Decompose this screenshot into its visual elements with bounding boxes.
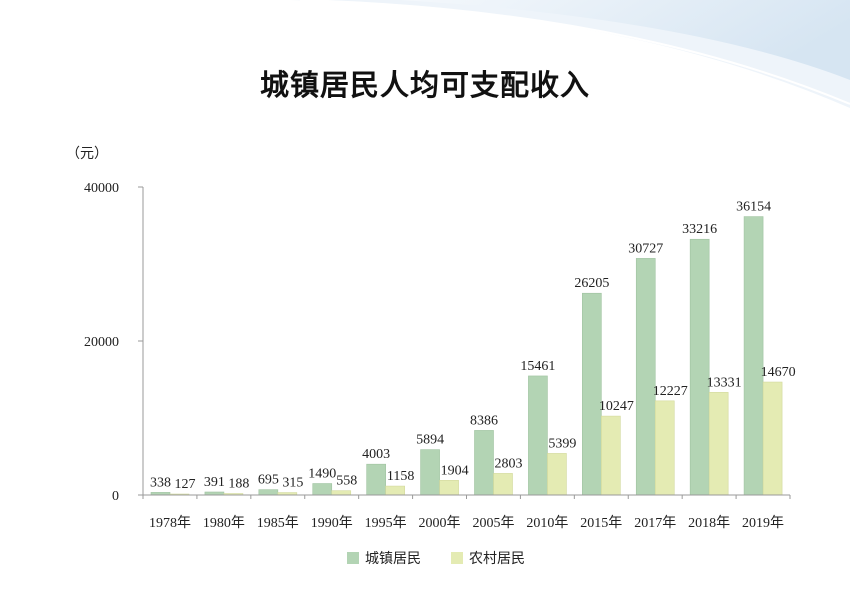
- bar-rural: [762, 381, 783, 496]
- data-label-urban: 8386: [470, 413, 498, 428]
- bar-rural: [331, 490, 352, 496]
- data-label-urban: 1490: [308, 467, 336, 482]
- data-label-urban: 33216: [682, 222, 717, 237]
- legend-item-urban: 城镇居民: [347, 549, 421, 567]
- data-label-urban: 30727: [628, 241, 663, 256]
- x-tick-label: 2010年: [526, 515, 568, 531]
- x-tick-label: 1990年: [311, 515, 353, 531]
- x-tick-label: 2015年: [580, 515, 622, 531]
- bar-rural: [547, 453, 567, 496]
- bar-urban: [474, 430, 494, 496]
- bar-rural: [493, 473, 513, 496]
- x-tick-label: 2018年: [688, 515, 730, 531]
- data-label-rural: 12227: [653, 384, 688, 399]
- data-label-urban: 391: [204, 475, 225, 490]
- data-label-rural: 5399: [548, 436, 576, 451]
- bar-urban: [743, 216, 764, 496]
- data-label-rural: 558: [336, 474, 357, 489]
- data-label-urban: 15461: [520, 359, 555, 374]
- data-label-rural: 127: [175, 477, 196, 492]
- bar-rural: [708, 392, 729, 496]
- y-tick-label: 40000: [84, 181, 119, 196]
- bar-urban: [689, 238, 710, 496]
- legend-swatch-rural: [451, 552, 463, 564]
- bar-urban: [582, 292, 602, 496]
- data-label-rural: 14670: [761, 365, 796, 380]
- x-tick-label: 2017年: [634, 515, 676, 531]
- data-label-urban: 26205: [574, 276, 609, 291]
- data-label-rural: 10247: [599, 399, 634, 414]
- bar-urban: [312, 483, 333, 496]
- data-label-urban: 36154: [736, 200, 771, 215]
- data-label-rural: 2803: [495, 456, 523, 471]
- x-tick-label: 2000年: [419, 515, 461, 531]
- bar-rural: [601, 415, 621, 496]
- data-label-rural: 13331: [707, 375, 742, 390]
- legend-swatch-urban: [347, 552, 359, 564]
- y-axis-unit-label: （元）: [66, 146, 108, 162]
- y-tick-label: 0: [112, 489, 119, 504]
- x-tick-label: 1985年: [257, 515, 299, 531]
- data-label-rural: 315: [282, 476, 303, 491]
- data-label-urban: 4003: [362, 447, 390, 462]
- bar-urban: [635, 258, 656, 496]
- data-label-urban: 338: [150, 475, 171, 490]
- x-tick-label: 1995年: [365, 515, 407, 531]
- x-tick-label: 2019年: [742, 515, 784, 531]
- data-label-rural: 1904: [441, 463, 469, 478]
- y-tick-label: 20000: [84, 335, 119, 350]
- bar-urban: [366, 463, 386, 496]
- x-tick-label: 2005年: [472, 515, 514, 531]
- x-tick-label: 1980年: [203, 515, 245, 531]
- legend-item-rural: 农村居民: [451, 549, 525, 567]
- bar-rural: [385, 485, 405, 496]
- bar-rural: [439, 480, 459, 496]
- x-tick-label: 1978年: [149, 515, 191, 531]
- bar-rural: [654, 400, 675, 496]
- bar-urban: [258, 489, 279, 496]
- chart-title: 城镇居民人均可支配收入: [259, 68, 590, 102]
- data-label-rural: 188: [228, 477, 249, 492]
- data-label-rural: 1158: [387, 469, 414, 484]
- bar-urban: [420, 449, 440, 496]
- legend-label-urban: 城镇居民: [365, 551, 421, 567]
- data-label-urban: 5894: [416, 433, 444, 448]
- bar-urban: [528, 375, 548, 496]
- legend-label-rural: 农村居民: [469, 551, 525, 567]
- data-label-urban: 695: [258, 473, 279, 488]
